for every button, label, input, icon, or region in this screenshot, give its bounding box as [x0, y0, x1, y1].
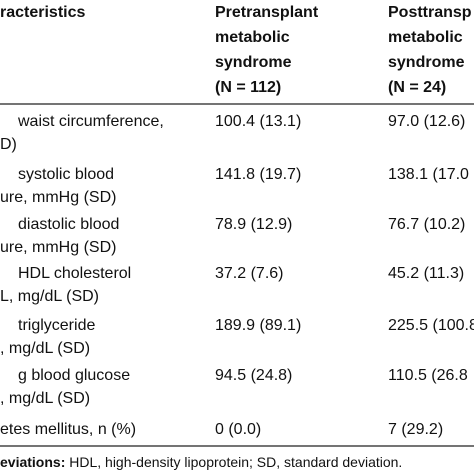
cell: 189.9 (89.1) [215, 317, 301, 334]
cell: 138.1 (17.0 [388, 166, 469, 183]
row-label: systolic blood [18, 166, 114, 183]
cell: 0 (0.0) [215, 421, 261, 438]
header-cell: syndrome [215, 54, 292, 71]
cell: 7 (29.2) [388, 421, 443, 438]
header-cell: Pretransplant [215, 4, 319, 21]
footnote: eviations: HDL, high-density lipoprotein… [0, 454, 402, 470]
row-label: , mg/dL (SD) [0, 390, 90, 407]
footnote-lead: eviations: [0, 454, 65, 470]
row-label: ure, mmHg (SD) [0, 189, 116, 206]
cell: 225.5 (100.8 [388, 317, 474, 334]
cell: 100.4 (13.1) [215, 113, 301, 130]
row-label: waist circumference, [17, 113, 164, 130]
row-label: triglyceride [18, 317, 95, 334]
header-cell: Posttransp [388, 4, 472, 21]
cell: 110.5 (26.8 [388, 367, 468, 384]
row-label: , mg/dL (SD) [0, 340, 90, 357]
cell: 78.9 (12.9) [215, 216, 292, 233]
header-cell: (N = 112) [215, 79, 281, 96]
header-cell: syndrome [388, 54, 465, 71]
row-label: L, mg/dL (SD) [0, 288, 99, 305]
header-cell: metabolic [215, 29, 290, 46]
footnote-text: HDL, high-density lipoprotein; SD, stand… [65, 454, 402, 470]
row-label: HDL cholesterol [18, 265, 131, 282]
header-cell: racteristics [0, 4, 85, 21]
header-cell: metabolic [388, 29, 463, 46]
row-label: D) [0, 136, 17, 153]
row-label: etes mellitus, n (%) [0, 421, 136, 438]
row-label: ure, mmHg (SD) [0, 239, 116, 256]
cell: 94.5 (24.8) [215, 367, 292, 384]
cell: 45.2 (11.3) [388, 265, 464, 282]
cell: 37.2 (7.6) [215, 265, 283, 282]
cell: 97.0 (12.6) [388, 113, 465, 130]
row-label: g blood glucose [18, 367, 130, 384]
header-cell: (N = 24) [388, 79, 446, 96]
row-label: diastolic blood [18, 216, 119, 233]
cell: 141.8 (19.7) [215, 166, 301, 183]
cell: 76.7 (10.2) [388, 216, 465, 233]
